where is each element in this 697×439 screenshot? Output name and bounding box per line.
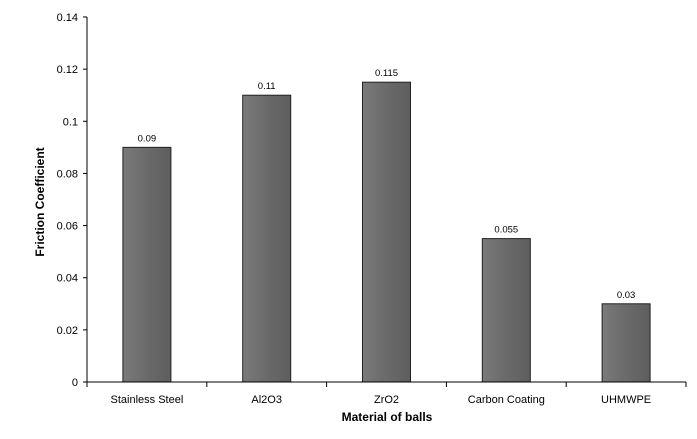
bar-value-label: 0.115 bbox=[375, 68, 398, 79]
y-tick-label: 0.12 bbox=[57, 64, 78, 76]
y-tick-label: 0.04 bbox=[57, 273, 78, 285]
y-tick-label: 0 bbox=[72, 377, 78, 389]
bar-value-label: 0.03 bbox=[617, 290, 636, 301]
x-axis-title: Material of balls bbox=[342, 410, 433, 424]
bar-value-label: 0.11 bbox=[258, 81, 276, 92]
y-tick-label: 0.14 bbox=[57, 12, 78, 24]
bar-value-label: 0.09 bbox=[138, 133, 157, 144]
bar-value-label: 0.055 bbox=[494, 225, 518, 236]
y-tick-label: 0.02 bbox=[57, 325, 78, 337]
x-tick-label: Stainless Steel bbox=[111, 394, 184, 406]
y-axis: 0 0.02 0.04 0.06 0.08 0.1 0.12 0.14 bbox=[57, 12, 88, 389]
y-tick-label: 0.08 bbox=[57, 168, 78, 180]
bar bbox=[481, 238, 531, 383]
x-tick-label: ZrO2 bbox=[374, 394, 399, 406]
bar bbox=[122, 146, 172, 383]
x-tick-label: Al2O3 bbox=[251, 394, 282, 406]
y-tick-label: 0.1 bbox=[63, 116, 78, 128]
bar bbox=[601, 303, 651, 383]
x-tick-label: UHMWPE bbox=[601, 394, 651, 406]
bar bbox=[242, 94, 292, 383]
bar bbox=[362, 81, 411, 383]
x-tick-label: Carbon Coating bbox=[468, 394, 545, 406]
data-labels-group: 0.09 0.11 0.115 0.055 0.03 bbox=[138, 68, 636, 301]
y-tick-label: 0.06 bbox=[57, 221, 78, 233]
bars-group bbox=[122, 81, 651, 383]
y-axis-title: Friction Coefficient bbox=[33, 147, 47, 256]
x-axis: Stainless Steel Al2O3 ZrO2 Carbon Coating UH… bbox=[86, 381, 687, 406]
